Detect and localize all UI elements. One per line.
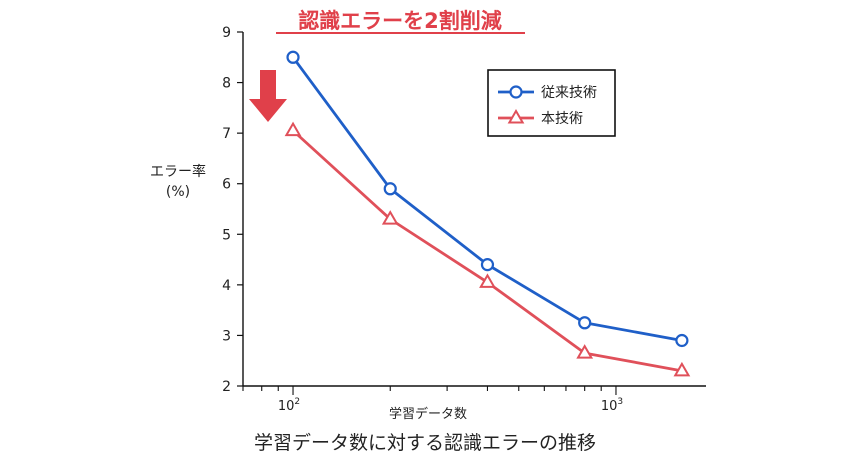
- y-tick-label: 4: [222, 278, 231, 294]
- x-axis-label: 学習データ数: [389, 406, 467, 422]
- y-tick-label: 7: [222, 126, 231, 142]
- data-point: [381, 210, 399, 225]
- y-tick-label: 6: [222, 177, 231, 193]
- axes: [237, 31, 706, 395]
- data-point: [675, 333, 689, 348]
- data-point: [480, 258, 495, 272]
- y-tick-label: 9: [222, 25, 231, 41]
- legend-box: [487, 69, 616, 137]
- y-axis-unit: (%): [166, 184, 190, 200]
- down-arrow-icon: [249, 70, 287, 122]
- data-point: [286, 50, 300, 64]
- data-point: [383, 182, 397, 196]
- x-tick-label: 103: [601, 397, 623, 414]
- data-point: [284, 121, 302, 137]
- chart-title: 認識エラーを2割削減: [298, 9, 502, 33]
- annotation: [249, 70, 287, 122]
- series-line: [292, 129, 683, 373]
- data-point: [576, 344, 594, 359]
- series-1: [286, 50, 689, 348]
- legend-swatch-marker: [507, 108, 525, 124]
- data-point: [479, 273, 496, 288]
- y-axis-label: エラー率: [150, 163, 206, 180]
- legend-swatch-marker: [509, 85, 523, 99]
- data-point: [578, 316, 592, 330]
- x-tick-label: 102: [278, 397, 300, 414]
- chart-caption: 学習データ数に対する認識エラーの推移: [253, 432, 596, 454]
- tick-labels: 2 3 4 5 6 7 8 9 102 103: [222, 25, 623, 414]
- legend-label: 本技術: [541, 111, 583, 127]
- legend-label: 従来技術: [541, 85, 597, 101]
- series-2: [284, 121, 691, 377]
- y-tick-label: 2: [222, 379, 231, 395]
- y-tick-label: 5: [222, 227, 231, 243]
- data-point: [673, 361, 691, 377]
- y-tick-label: 8: [222, 76, 231, 92]
- y-tick-label: 3: [222, 328, 231, 344]
- series-layer: [284, 50, 691, 377]
